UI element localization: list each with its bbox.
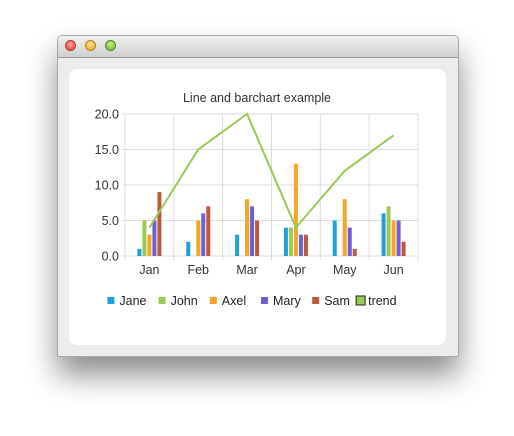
- title-bar: [58, 36, 458, 58]
- trend-line: [148, 112, 395, 230]
- legend-marker-jane: [107, 297, 115, 304]
- bar-jane-jan: [137, 248, 142, 256]
- minimize-button[interactable]: [85, 40, 96, 51]
- bar-mary-jun: [396, 220, 401, 256]
- bar-sam-may: [352, 248, 357, 256]
- bar-jane-jun: [381, 213, 386, 256]
- legend-label-john: John: [171, 294, 198, 308]
- y-tick-label: 20.0: [95, 108, 119, 122]
- legend-label-jane: Jane: [119, 294, 146, 308]
- legend-marker-trend: [355, 295, 366, 306]
- x-axis-ticks: Jan Feb Mar Apr May Jun: [139, 263, 403, 277]
- bar-mary-apr: [298, 234, 303, 256]
- bar-jane-may: [332, 220, 337, 256]
- bar-axel-mar: [245, 199, 250, 256]
- chart-title: Line and barchart example: [183, 91, 331, 105]
- bar-mary-jan: [152, 220, 157, 256]
- bar-sam-mar: [255, 220, 260, 256]
- bar-john-apr: [288, 227, 293, 256]
- legend-marker-mary: [261, 297, 268, 304]
- bar-jane-mar: [235, 234, 240, 256]
- x-tick-label: May: [333, 263, 357, 277]
- legend: Jane John Axel Mary Sam trend: [107, 294, 397, 308]
- bar-sam-feb: [206, 206, 211, 256]
- bar-axel-jan: [147, 234, 152, 256]
- bar-jane-apr: [283, 227, 288, 256]
- close-button[interactable]: [65, 40, 76, 51]
- legend-marker-axel: [209, 297, 217, 304]
- legend-label-mary: Mary: [273, 294, 302, 308]
- legend-marker-sam: [312, 297, 320, 304]
- x-tick-label: Jan: [139, 263, 159, 277]
- legend-label-axel: Axel: [222, 294, 246, 308]
- maximize-button[interactable]: [105, 40, 116, 51]
- bar-jane-feb: [186, 241, 191, 256]
- bar-john-jun: [386, 206, 391, 256]
- chart-view: Line and barchart example 0.0 5.0 10.0 15.0…: [95, 91, 419, 308]
- bar-mary-may: [347, 227, 352, 256]
- bar-sam-jun: [401, 241, 406, 256]
- x-tick-label: Jun: [384, 263, 404, 277]
- bar-sam-jan: [157, 192, 162, 256]
- app-window: Line and barchart example 0.0 5.0 10.0 15.0…: [57, 35, 459, 357]
- bar-axel-feb: [196, 220, 201, 256]
- y-tick-label: 15.0: [95, 143, 119, 157]
- bar-axel-may: [342, 199, 347, 256]
- y-tick-label: 10.0: [95, 179, 119, 193]
- bar-mary-mar: [250, 206, 255, 256]
- y-tick-label: 5.0: [102, 214, 119, 228]
- bar-axel-jun: [391, 220, 396, 256]
- x-tick-label: Feb: [187, 263, 209, 277]
- legend-marker-john: [158, 297, 166, 304]
- grid: [122, 113, 419, 260]
- chart-panel: Line and barchart example 0.0 5.0 10.0 15.0…: [69, 69, 446, 345]
- y-axis-ticks: 0.0 5.0 10.0 15.0 20.0: [95, 108, 119, 264]
- bars: [137, 163, 406, 256]
- bar-axel-apr: [293, 163, 298, 256]
- bar-sam-apr: [303, 234, 308, 256]
- bar-mary-feb: [201, 213, 206, 256]
- legend-label-sam: Sam: [324, 294, 350, 308]
- x-tick-label: Mar: [236, 263, 258, 277]
- legend-label-trend: trend: [368, 294, 397, 308]
- bar-john-jan: [142, 220, 147, 256]
- x-tick-label: Apr: [286, 263, 305, 277]
- line-trend: [148, 112, 395, 230]
- y-tick-label: 0.0: [102, 250, 119, 264]
